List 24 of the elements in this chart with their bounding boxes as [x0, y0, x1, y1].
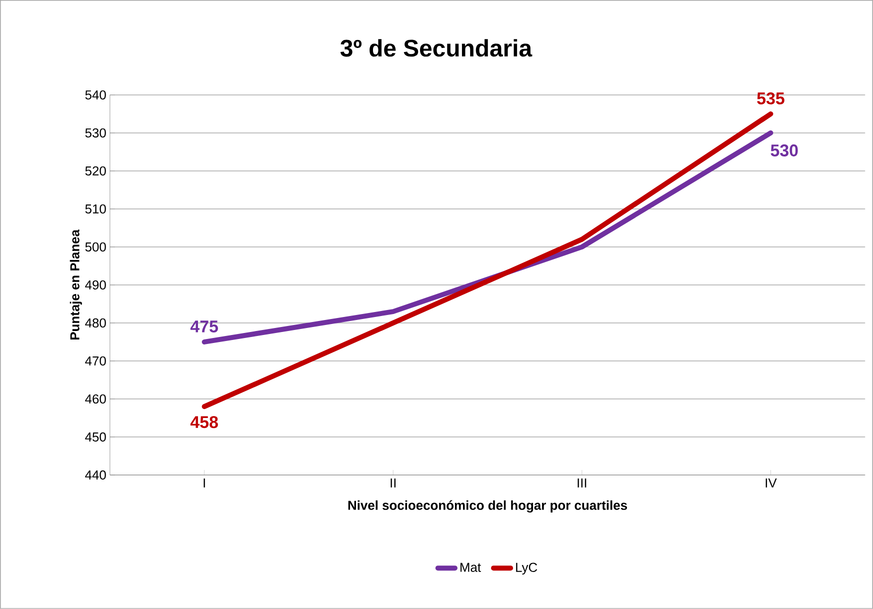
legend-label: Mat	[460, 562, 481, 572]
x-tick-label: IV	[766, 478, 777, 488]
y-axis-title: Puntaje en Planea	[70, 229, 82, 340]
x-axis-title: Nivel socioeconómico del hogar por cuartiles	[348, 500, 628, 513]
data-label: 475	[190, 320, 218, 332]
y-tick-label: 450	[85, 432, 106, 442]
y-tick-label: 460	[85, 394, 106, 404]
x-tick-label: II	[390, 478, 396, 488]
data-label: 458	[190, 416, 218, 428]
legend-label: LyC	[516, 562, 538, 575]
y-tick-label: 440	[85, 470, 106, 480]
y-tick-label: 530	[85, 128, 106, 138]
y-tick-label: 510	[85, 204, 106, 214]
y-tick-label: 540	[85, 90, 106, 100]
x-tick-label: III	[578, 478, 586, 488]
data-label: 535	[757, 92, 784, 104]
chart-title: 3º de Secundaria	[340, 39, 532, 57]
x-tick-label: I	[204, 478, 205, 488]
data-label: 530	[770, 144, 798, 156]
y-tick-label: 520	[85, 166, 106, 176]
y-tick-label: 490	[85, 280, 106, 290]
y-tick-label: 470	[85, 356, 106, 366]
y-tick-label: 480	[85, 318, 106, 328]
y-tick-label: 500	[85, 242, 106, 252]
